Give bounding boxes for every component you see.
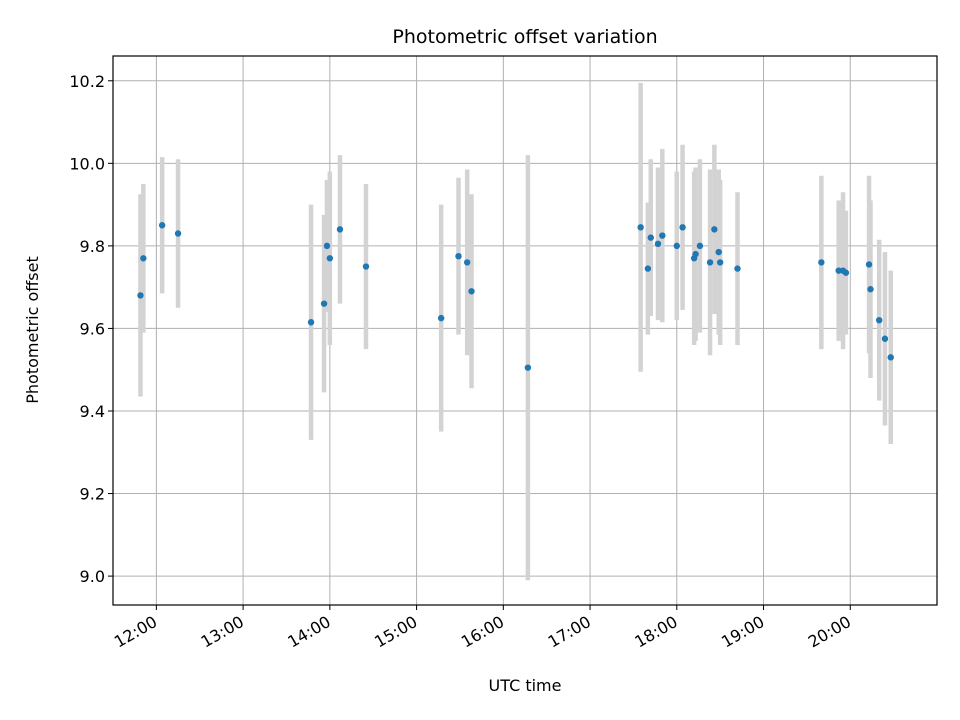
data-point — [644, 265, 652, 272]
data-point — [818, 259, 825, 266]
data-point — [875, 316, 883, 324]
data-point — [865, 261, 873, 268]
data-point — [734, 265, 741, 272]
y-tick-label: 9.2 — [80, 485, 105, 504]
data-point — [174, 230, 182, 237]
data-point — [463, 259, 471, 266]
data-point — [654, 240, 662, 248]
data-point — [437, 314, 445, 322]
data-point — [696, 242, 704, 250]
y-tick-label: 9.6 — [80, 319, 105, 338]
data-point — [326, 255, 334, 262]
data-point — [323, 242, 331, 250]
data-point — [637, 224, 644, 231]
data-point — [715, 248, 722, 256]
plot-frame — [112, 55, 938, 606]
data-point — [468, 288, 475, 295]
data-point — [679, 224, 686, 231]
data-point — [881, 335, 889, 342]
y-tick-label: 9.0 — [80, 567, 105, 586]
data-point — [524, 364, 532, 371]
data-point — [673, 242, 680, 250]
data-point — [867, 286, 874, 293]
data-point — [647, 234, 654, 241]
data-point — [362, 263, 370, 270]
data-point — [842, 269, 850, 276]
y-tick-label: 10.2 — [69, 72, 105, 91]
data-point — [716, 259, 724, 266]
data-point — [711, 226, 718, 233]
data-point — [887, 354, 894, 361]
data-point — [158, 222, 166, 229]
data-point — [137, 292, 144, 299]
data-point — [307, 319, 315, 326]
x-axis-label: UTC time — [489, 676, 562, 695]
chart-title: Photometric offset variation — [392, 26, 657, 48]
data-point — [336, 226, 344, 233]
data-point — [706, 259, 714, 266]
y-axis-label: Photometric offset — [23, 256, 42, 404]
data-point — [692, 250, 699, 258]
y-axis-ticks: 9.0 9.2 9.4 9.6 9.8 10.0 10.2 — [69, 72, 113, 586]
y-tick-label: 10.0 — [69, 154, 105, 173]
data-point — [455, 252, 462, 260]
grid-lines — [113, 56, 937, 605]
data-points — [137, 222, 894, 371]
data-point — [140, 255, 147, 262]
y-tick-label: 9.4 — [80, 402, 105, 421]
data-point — [320, 300, 328, 307]
y-tick-label: 9.8 — [80, 237, 105, 256]
data-point — [659, 232, 666, 239]
